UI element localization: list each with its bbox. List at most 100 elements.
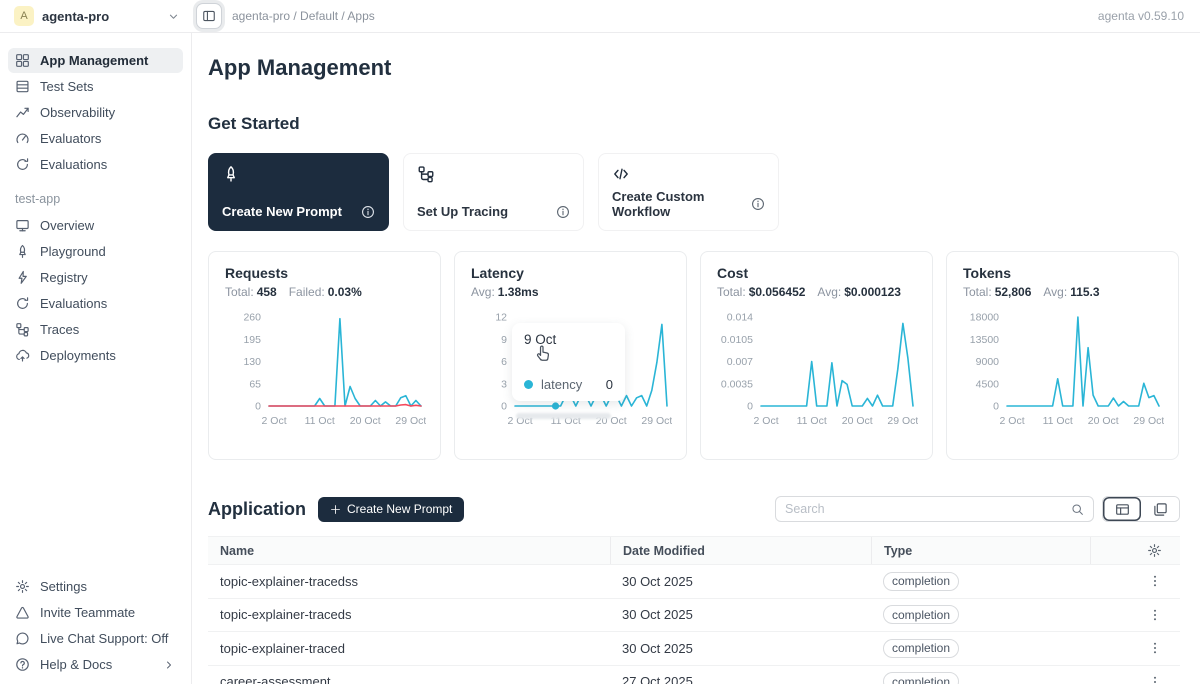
info-icon[interactable] [751,197,765,211]
svg-text:65: 65 [249,378,261,390]
column-header-date-modified: Date Modified [610,537,871,564]
sidebar-app-label: test-app [0,178,191,212]
sidebar-app-item-overview[interactable]: Overview [8,213,183,238]
gs-card-label: Create Custom Workflow [612,189,751,219]
sidebar-app-item-evaluations[interactable]: Evaluations [8,291,183,316]
table-row-topic-explainer-tracedss[interactable]: topic-explainer-tracedss30 Oct 2025compl… [208,565,1180,599]
sidebar-app-item-traces[interactable]: Traces [8,317,183,342]
column-header-type: Type [871,537,1090,564]
sidebar-app-item-registry[interactable]: Registry [8,265,183,290]
rocket-icon [15,244,30,259]
metric-card-requests: RequestsTotal:458Failed:0.03%06513019526… [208,251,441,460]
gear-icon [15,579,30,594]
table-view-button[interactable] [1103,497,1141,521]
sidebar-item-observability[interactable]: Observability [8,100,183,125]
sidebar-footer-item-settings[interactable]: Settings [8,574,183,599]
create-new-prompt-card[interactable]: Create New Prompt [208,153,389,231]
set-up-tracing-card[interactable]: Set Up Tracing [403,153,584,231]
tooltip-series: latency [541,377,582,392]
sidebar-toggle-button[interactable] [196,3,222,29]
svg-text:20 Oct: 20 Oct [842,415,873,427]
table-row-topic-explainer-traced[interactable]: topic-explainer-traced30 Oct 2025complet… [208,632,1180,666]
svg-text:0: 0 [747,401,753,413]
card-view-button[interactable] [1141,497,1179,521]
cell-date-modified: 27 Oct 2025 [610,674,871,684]
chart-stats: Total:458Failed:0.03% [225,285,424,299]
cell-actions [1090,641,1180,655]
version-label: agenta v0.59.10 [1098,9,1200,23]
info-icon[interactable] [556,205,570,219]
chart-area: 00.00350.0070.01050.0142 Oct11 Oct20 Oct… [717,307,916,435]
search-input[interactable] [785,502,1071,516]
plus-icon [330,504,341,515]
gear-icon [1147,543,1162,558]
chart-svg-tokens: 04500900013500180002 Oct11 Oct20 Oct29 O… [963,307,1164,435]
chart-area: 0651301952602 Oct11 Oct20 Oct29 Oct [225,307,424,435]
chart-title: Latency [471,265,670,281]
grid-icon [15,53,30,68]
svg-text:2 Oct: 2 Oct [1000,415,1025,427]
info-icon[interactable] [361,205,375,219]
table-row-topic-explainer-traceds[interactable]: topic-explainer-traceds30 Oct 2025comple… [208,599,1180,633]
sidebar-app-item-playground[interactable]: Playground [8,239,183,264]
svg-text:13500: 13500 [970,334,999,346]
trace-icon [417,165,570,183]
sidebar-item-app-management[interactable]: App Management [8,48,183,73]
stat: Avg:$0.000123 [817,285,901,299]
svg-text:0.0105: 0.0105 [721,334,753,346]
sidebar-footer-nav: Settings Invite Teammate Live Chat Support… [0,573,191,678]
chart-stats: Total:$0.056452 Avg:$0.000123 [717,285,916,299]
cell-type: completion [871,639,1090,658]
sidebar-footer-item-live-chat-support-off[interactable]: Live Chat Support: Off [8,626,183,651]
dots-vertical-icon [1148,641,1162,655]
table-row-career-assessment[interactable]: career-assessment27 Oct 2025completion [208,666,1180,684]
svg-text:20 Oct: 20 Oct [350,415,381,427]
cell-name: career-assessment [208,674,610,684]
sidebar-item-label: App Management [40,53,148,68]
create-custom-workflow-card[interactable]: Create Custom Workflow [598,153,779,231]
sidebar-item-label: Invite Teammate [40,605,135,620]
dots-vertical-icon [1148,574,1162,588]
cell-type: completion [871,672,1090,684]
stat: Total:458 [225,285,277,299]
chart-tooltip: 9 Oct latency 0 [512,323,625,401]
sidebar-app-item-deployments[interactable]: Deployments [8,343,183,368]
svg-text:3: 3 [501,378,507,390]
sidebar-item-evaluations[interactable]: Evaluations [8,152,183,177]
sidebar-item-evaluators[interactable]: Evaluators [8,126,183,151]
row-menu-button[interactable] [1148,675,1162,684]
column-settings-button[interactable] [1147,543,1162,558]
row-menu-button[interactable] [1148,641,1162,655]
chart-icon [15,105,30,120]
cloud-icon [15,348,30,363]
svg-text:195: 195 [243,334,261,346]
breadcrumb: agenta-pro / Default / Apps [232,9,375,23]
row-menu-button[interactable] [1148,574,1162,588]
row-menu-button[interactable] [1148,608,1162,622]
metrics-row: RequestsTotal:458Failed:0.03%06513019526… [208,251,1180,460]
page-title: App Management [208,55,1180,81]
application-heading: Application [208,499,306,520]
sidebar-footer-item-invite-teammate[interactable]: Invite Teammate [8,600,183,625]
svg-text:0: 0 [255,401,261,413]
search-icon[interactable] [1071,503,1084,516]
svg-text:29 Oct: 29 Oct [1133,415,1164,427]
cell-actions [1090,675,1180,684]
sidebar-item-label: Traces [40,322,79,337]
chart-stats: Total:52,806Avg:115.3 [963,285,1162,299]
sidebar-item-label: Evaluations [40,157,107,172]
table-header-row: NameDate ModifiedType [208,536,1180,565]
create-new-prompt-button[interactable]: Create New Prompt [318,497,464,522]
cell-actions [1090,574,1180,588]
workspace-selector[interactable]: A agenta-pro [0,6,192,26]
metric-card-cost: CostTotal:$0.056452Avg:$0.00012300.00350… [700,251,933,460]
stat: Total:$0.056452 [717,285,805,299]
code-icon [612,165,765,183]
sidebar-footer-item-help-docs[interactable]: Help & Docs [8,652,183,677]
sidebar-item-label: Overview [40,218,94,233]
sidebar-item-test-sets[interactable]: Test Sets [8,74,183,99]
column-header-actions [1090,537,1180,564]
cell-date-modified: 30 Oct 2025 [610,641,871,656]
tooltip-value: 0 [592,377,613,392]
svg-text:12: 12 [495,312,507,324]
